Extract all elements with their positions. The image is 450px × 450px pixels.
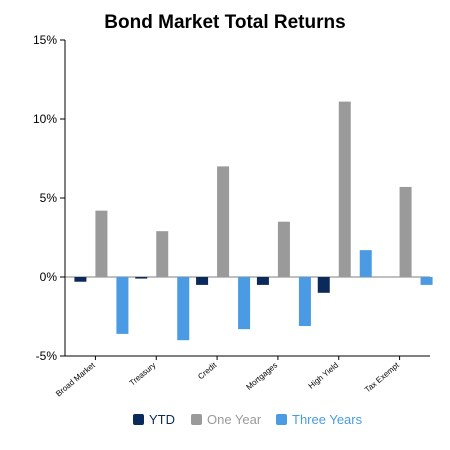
legend-label: YTD	[149, 412, 175, 427]
bar-one-year	[217, 166, 230, 277]
y-tick-label: -5%	[36, 349, 58, 363]
legend-label: Three Years	[292, 412, 363, 427]
bar-three-years	[420, 277, 433, 285]
bars	[74, 101, 433, 341]
legend-swatch	[276, 414, 287, 425]
legend: YTD One Year Three Years	[133, 412, 363, 427]
x-tick-label: High Yield	[307, 361, 340, 391]
chart-title: Bond Market Total Returns	[104, 12, 345, 33]
bar-one-year	[338, 101, 351, 278]
bar-three-years	[116, 277, 129, 334]
bar-ytd	[256, 277, 269, 285]
bar-ytd	[135, 277, 148, 279]
bar-one-year	[95, 210, 108, 277]
x-tick-label: Credit	[196, 360, 219, 381]
bar-one-year	[277, 221, 290, 277]
bar-three-years	[238, 277, 251, 330]
legend-swatch	[191, 414, 202, 425]
y-tick-label: 10%	[33, 112, 57, 126]
bar-ytd	[196, 277, 209, 285]
bar-ytd	[74, 277, 87, 282]
axes: 15% 10% 5% 0% -5%Broad Market Treasury Credit M…	[33, 33, 430, 398]
legend-swatch	[133, 414, 144, 425]
bar-three-years	[359, 250, 372, 277]
legend-label: One Year	[207, 412, 262, 427]
bar-one-year	[399, 186, 412, 277]
x-tick-label: Broad Market	[54, 360, 97, 398]
bar-ytd	[317, 277, 330, 293]
x-tick-label: Mortgages	[244, 361, 279, 392]
bar-one-year	[156, 231, 169, 277]
x-tick-label: Tax Exempt	[363, 360, 401, 394]
bar-three-years	[177, 277, 190, 341]
y-tick-label: 0%	[40, 270, 58, 284]
y-tick-label: 15%	[33, 33, 57, 47]
x-tick-label: Treasury	[128, 361, 158, 388]
y-tick-label: 5%	[40, 191, 58, 205]
bar-three-years	[298, 277, 311, 326]
